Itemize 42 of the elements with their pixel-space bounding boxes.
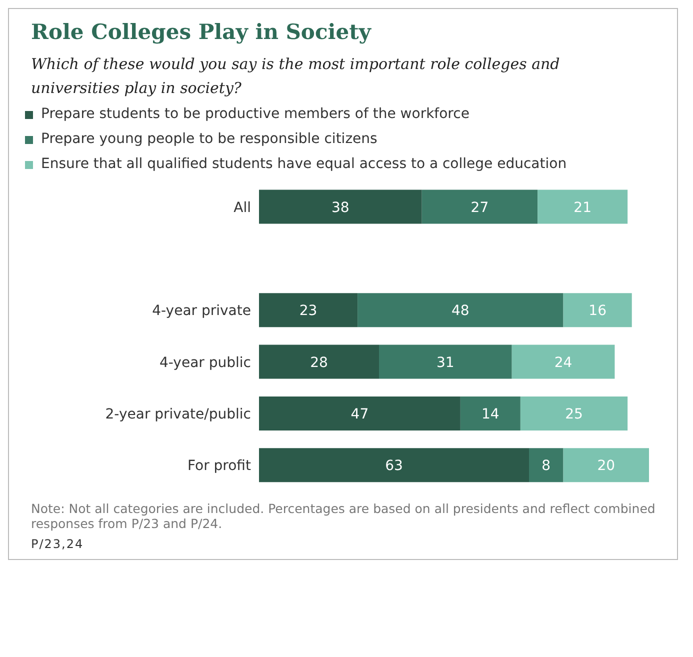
- data-label: 38: [332, 200, 350, 216]
- y-tick-label: 2-year private/public: [105, 406, 251, 422]
- data-label: 21: [574, 200, 592, 216]
- data-label: 23: [299, 303, 318, 320]
- legend-label: Prepare young people to be responsible citizens: [41, 131, 378, 147]
- bar: [259, 396, 460, 430]
- y-tick-label: For profit: [187, 458, 252, 474]
- data-label: 28: [310, 354, 328, 371]
- bar: [563, 448, 649, 482]
- data-label: 48: [452, 303, 470, 320]
- data-label: 24: [554, 354, 572, 371]
- data-label: 8: [542, 458, 551, 474]
- bar: [259, 293, 358, 328]
- chart-title: Role Colleges Play in Society: [31, 19, 372, 44]
- data-label: 63: [385, 458, 403, 474]
- bar: [379, 344, 512, 379]
- y-tick-label: 4-year private: [152, 303, 251, 320]
- chart-subtitle: Which of these would you say is the most important role colleges and universities play in society?: [31, 54, 561, 99]
- bar: [422, 190, 538, 224]
- data-label: 27: [470, 200, 489, 216]
- bar: [259, 344, 379, 379]
- y-tick-label: 4-year public: [159, 354, 251, 371]
- bar: [529, 448, 564, 482]
- bar: [259, 448, 529, 482]
- data-label: 14: [482, 406, 500, 422]
- y-tick-label: All: [234, 200, 251, 216]
- bar: [563, 293, 632, 328]
- data-label: 47: [350, 406, 369, 422]
- legend-label: Ensure that all qualified students have equal access to a college education: [41, 156, 567, 172]
- data-label: 31: [436, 354, 454, 371]
- bar: [538, 190, 628, 224]
- data-label: 20: [597, 458, 616, 474]
- data-label: 25: [565, 406, 583, 422]
- bar: [460, 396, 520, 430]
- data-label: 16: [588, 303, 607, 320]
- bar: [358, 293, 564, 328]
- legend-label: Prepare students to be productive members of the workforce: [41, 106, 470, 122]
- text: Note: Not all categories are included. Percentages are based on all presidents and reflect combined responses from P/23 and P/24.: [31, 501, 656, 531]
- bar: [259, 190, 422, 224]
- text: P/23,24: [31, 537, 85, 551]
- bar: [520, 396, 628, 430]
- bar: [512, 344, 615, 379]
